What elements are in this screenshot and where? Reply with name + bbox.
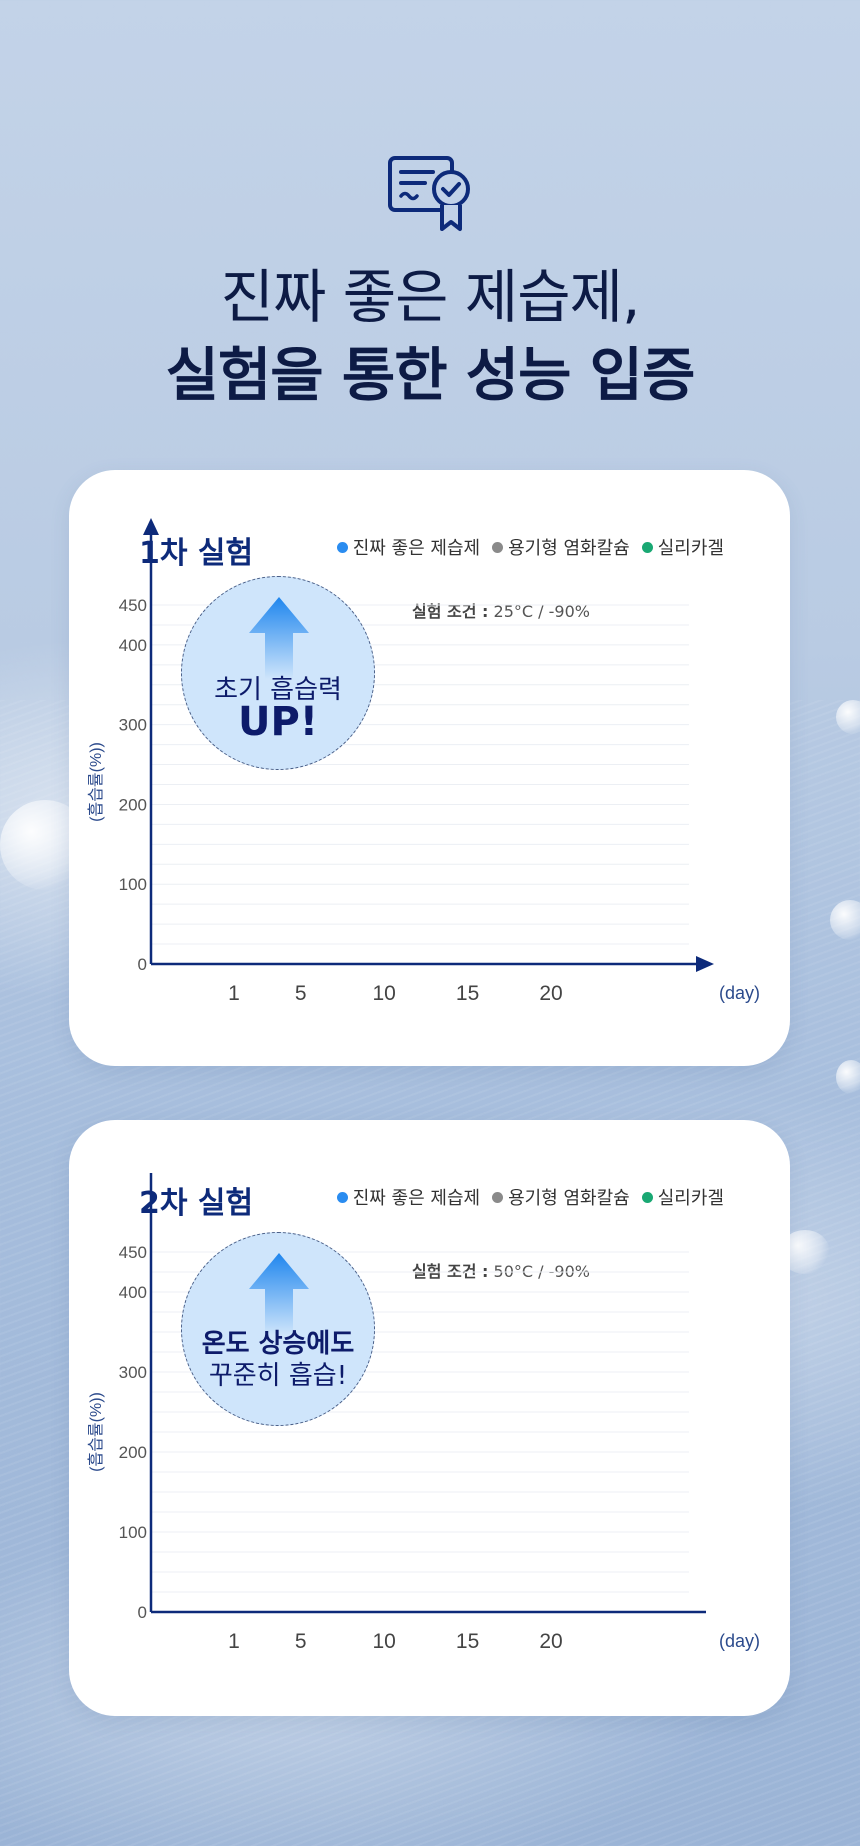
chart-legend: 진짜 좋은 제습제 용기형 염화칼슘 실리카겔 [336, 1184, 724, 1210]
legend-item-silica: 실리카겔 [641, 1184, 724, 1210]
y-tick-label: 400 [119, 636, 147, 655]
legend-dot-icon [641, 1191, 653, 1203]
y-tick-label: 0 [138, 1603, 147, 1622]
x-tick-label: 5 [295, 1630, 307, 1653]
x-tick-label: 20 [539, 982, 562, 1005]
x-tick-label: 10 [372, 982, 395, 1005]
experiment-card-2: 2차 실험 진짜 좋은 제습제 용기형 염화칼슘 실리카겔 실험 조건 : 50… [69, 1120, 790, 1716]
x-tick-label: 1 [228, 1630, 240, 1653]
legend-dot-icon [336, 541, 348, 553]
y-tick-label: 400 [119, 1283, 147, 1302]
highlight-badge: 초기 흡습력 UP! [181, 576, 375, 770]
y-axis-label: (흡습률(%)) [87, 1392, 105, 1472]
legend-item-main: 진짜 좋은 제습제 [336, 1184, 480, 1210]
page-title-line1: 진짜 좋은 제습제, [220, 263, 641, 331]
x-tick-label: 20 [539, 1630, 562, 1653]
x-axis-arrow-icon [696, 956, 714, 972]
y-tick-label: 300 [119, 1363, 147, 1382]
experiment-card-1: 1차 실험 진짜 좋은 제습제 용기형 염화칼슘 실리카겔 실험 조건 : 25… [69, 470, 790, 1066]
legend-item-silica: 실리카겔 [641, 534, 724, 560]
arrow-up-icon [249, 1253, 309, 1335]
y-tick-label: 100 [119, 1523, 147, 1542]
water-drop [836, 700, 860, 734]
legend-dot-icon [336, 1191, 348, 1203]
y-tick-label: 0 [138, 955, 147, 974]
water-drop [830, 900, 860, 940]
x-axis-label: (day) [719, 1631, 760, 1651]
experiment-condition: 실험 조건 : 25°C / -90% [412, 602, 590, 621]
water-drop [836, 1060, 860, 1094]
x-tick-label: 15 [456, 982, 479, 1005]
legend-item-calcium: 용기형 염화칼슘 [492, 1184, 630, 1210]
legend-dot-icon [641, 541, 653, 553]
arrow-up-icon [249, 597, 309, 679]
x-tick-label: 15 [456, 1630, 479, 1653]
x-axis-label: (day) [719, 983, 760, 1003]
y-axis-arrow-icon [143, 518, 159, 535]
y-tick-label: 300 [119, 716, 147, 735]
legend-item-calcium: 용기형 염화칼슘 [492, 534, 630, 560]
x-tick-label: 5 [295, 982, 307, 1005]
chart-legend: 진짜 좋은 제습제 용기형 염화칼슘 실리카겔 [336, 534, 724, 560]
page-title-line2: 실험을 통한 성능 입증 [165, 341, 696, 409]
experiment-title: 2차 실험 [139, 1186, 254, 1221]
legend-item-main: 진짜 좋은 제습제 [336, 534, 480, 560]
experiment-title: 1차 실험 [139, 536, 254, 571]
legend-dot-icon [492, 1191, 504, 1203]
y-tick-label: 200 [119, 1443, 147, 1462]
certificate-icon [387, 155, 475, 235]
x-tick-label: 1 [228, 982, 240, 1005]
x-tick-label: 10 [372, 1630, 395, 1653]
y-tick-label: 450 [119, 596, 147, 615]
highlight-badge: 온도 상승에도 꾸준히 흡습! [181, 1232, 375, 1426]
y-tick-label: 200 [119, 795, 147, 814]
y-axis-label: (흡습률(%)) [87, 742, 105, 822]
legend-dot-icon [492, 541, 504, 553]
y-tick-label: 100 [119, 875, 147, 894]
y-tick-label: 450 [119, 1243, 147, 1262]
